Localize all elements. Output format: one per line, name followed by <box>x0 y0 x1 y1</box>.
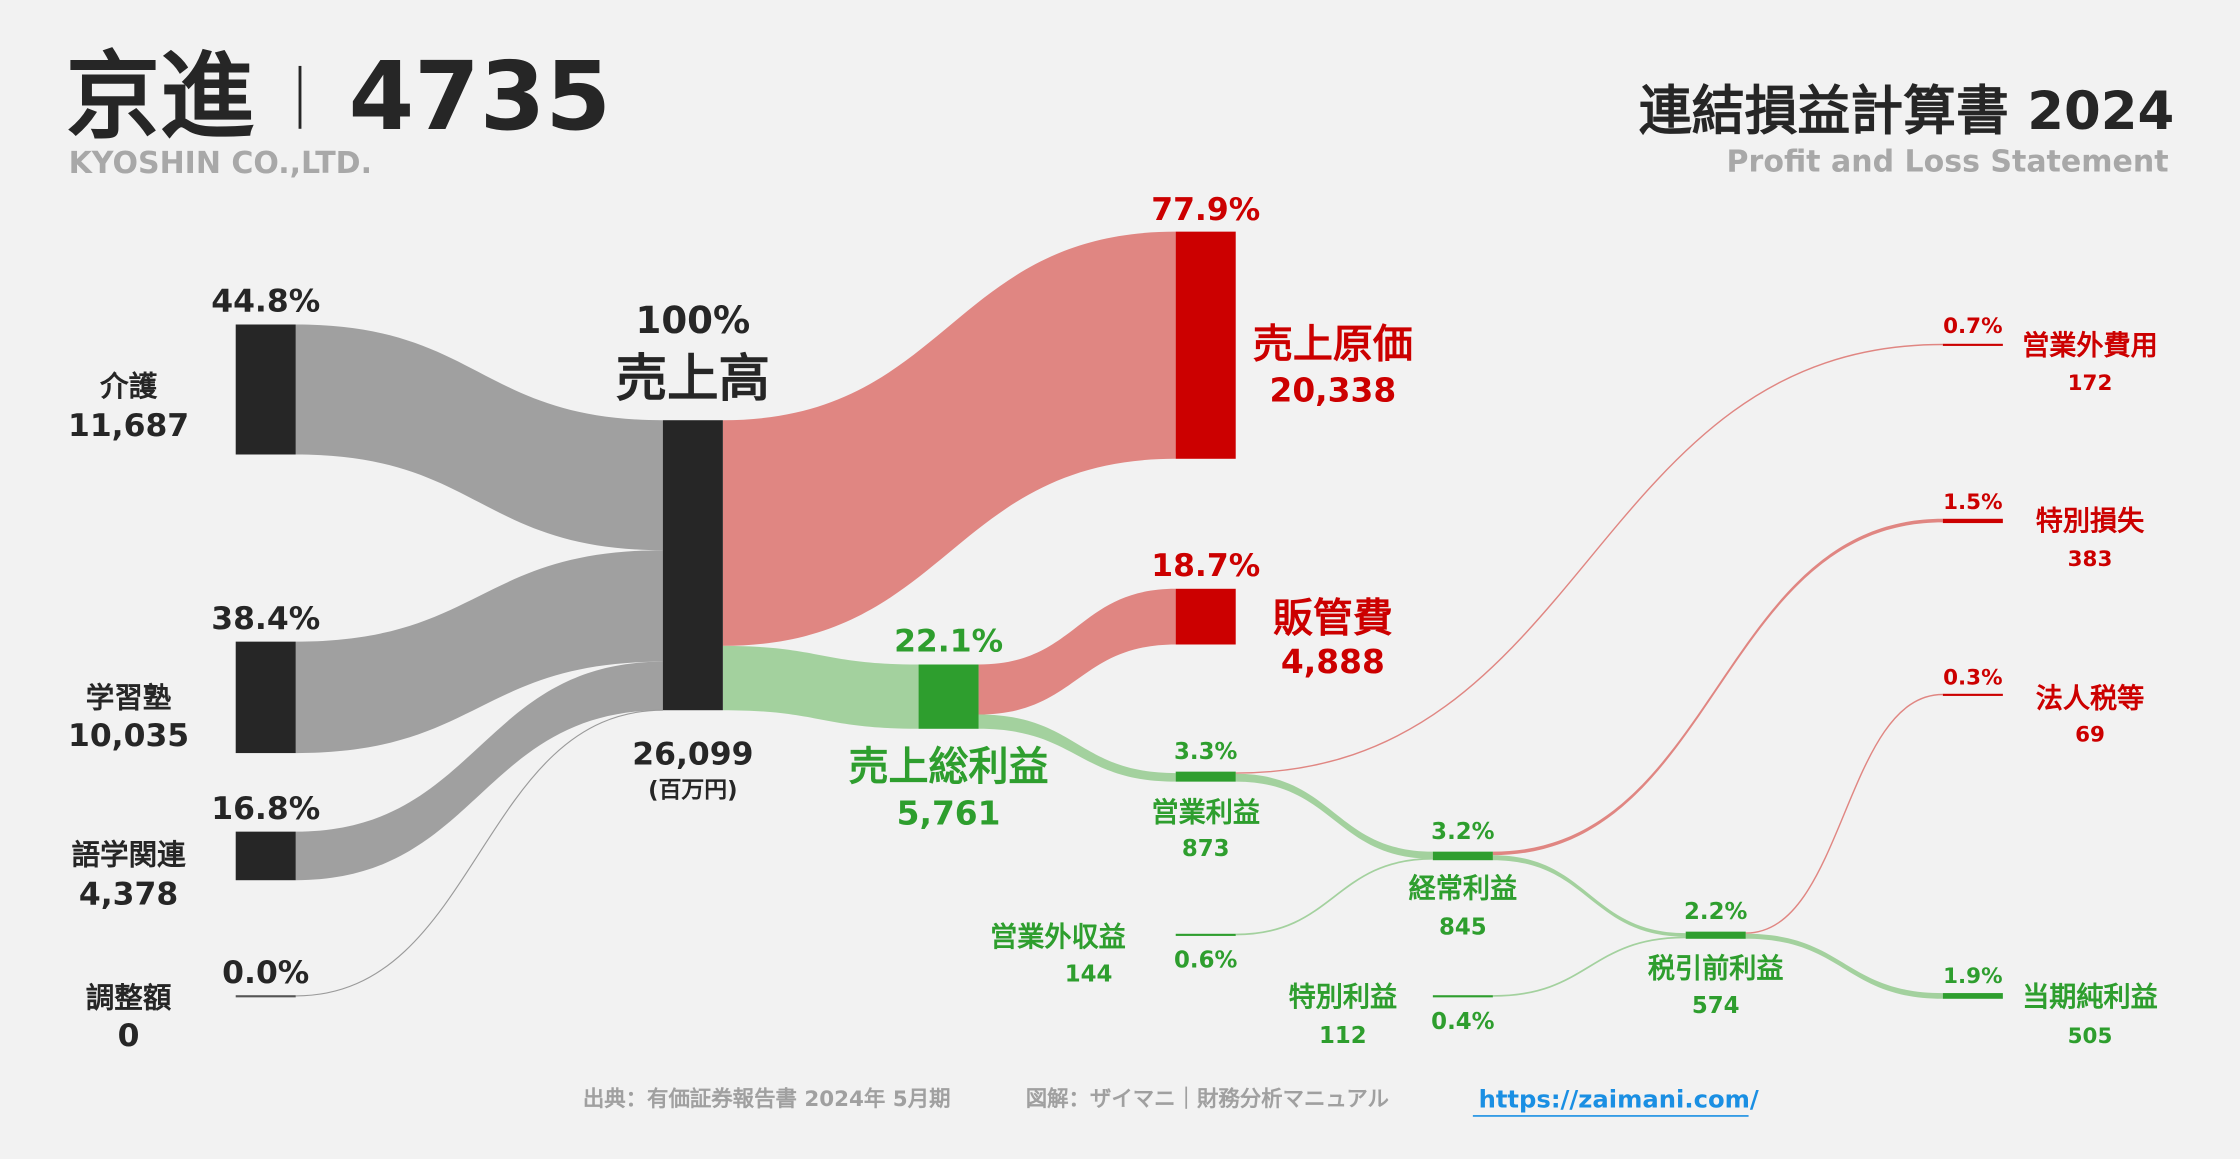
pretax-value: 574 <box>1692 993 1740 1019</box>
extra-income-pct: 0.4% <box>1431 1009 1494 1035</box>
segment-value: 0 <box>118 1018 140 1054</box>
segment-name: 語学関連 <box>71 837 186 871</box>
extra-income-value: 112 <box>1319 1023 1367 1049</box>
gross-pct: 22.1% <box>894 624 1003 660</box>
flow-cogs <box>722 231 1176 646</box>
footer-credit: 図解：ザイマニ｜財務分析マニュアル <box>1026 1086 1389 1112</box>
flow-gogaku <box>295 661 663 881</box>
cogs-name: 売上原価 <box>1253 321 1413 367</box>
flow-ordinary <box>1235 773 1433 859</box>
extra-loss-pct: 1.5% <box>1943 490 2002 515</box>
node-tax <box>1942 693 2003 696</box>
node-extra-loss <box>1942 518 2003 524</box>
op-pct: 3.3% <box>1174 739 1237 765</box>
revenue-pct: 100% <box>636 299 751 342</box>
segment-pct: 16.8% <box>211 791 320 827</box>
extra-income-name: 特別利益 <box>1289 982 1398 1013</box>
nonop-income-pct: 0.6% <box>1174 947 1237 973</box>
segment-name: 学習塾 <box>86 680 172 714</box>
node-nonop-expense <box>1942 343 2003 346</box>
tax-pct: 0.3% <box>1943 666 2002 691</box>
node-sga <box>1175 588 1236 645</box>
node-net <box>1942 993 2003 999</box>
cogs-value: 20,338 <box>1269 372 1396 410</box>
tax-value: 69 <box>2075 723 2105 748</box>
node-revenue <box>662 420 723 711</box>
flow-nonop-expense <box>1235 343 1943 774</box>
segment-value: 4,378 <box>79 876 178 912</box>
flow-gross <box>722 645 919 729</box>
flows <box>295 231 1943 999</box>
op-name: 営業利益 <box>1151 797 1260 829</box>
net-name: 当期純利益 <box>2022 981 2158 1013</box>
sga-name: 販管費 <box>1273 596 1393 642</box>
gross-value: 5,761 <box>897 795 1001 833</box>
extra-loss-name: 特別損失 <box>2036 506 2145 537</box>
node-kaigo <box>235 324 296 455</box>
nodes <box>235 231 2003 999</box>
flow-net <box>1745 933 1943 999</box>
node-extra-income <box>1432 995 1493 998</box>
footer-link[interactable]: https://zaimani.com/ <box>1479 1084 1759 1113</box>
op-value: 873 <box>1182 836 1230 862</box>
flow-gakushu <box>295 550 663 754</box>
cogs-pct: 77.9% <box>1151 192 1260 228</box>
segment-pct: 0.0% <box>222 955 309 991</box>
flow-tax <box>1745 693 1943 934</box>
flow-sga <box>978 588 1176 715</box>
segment-name: 介護 <box>99 369 158 403</box>
statement-title: 連結損益計算書 2024 <box>1639 81 2174 142</box>
gross-name: 売上総利益 <box>849 744 1049 790</box>
footer-source: 出典：有価証券報告書 2024年 5月期 <box>583 1086 951 1112</box>
node-gakushu <box>235 641 296 754</box>
ordinary-value: 845 <box>1439 915 1487 941</box>
node-adjust <box>235 995 296 998</box>
flow-adjust <box>295 709 663 997</box>
net-value: 505 <box>2068 1024 2113 1049</box>
flow-kaigo <box>295 324 663 551</box>
flow-extra-income <box>1492 936 1686 997</box>
statement-subtitle: Profit and Loss Statement <box>1727 145 2169 180</box>
node-ordinary <box>1432 851 1493 861</box>
segment-value: 10,035 <box>68 718 189 754</box>
unit-label: (百万円) <box>648 777 737 803</box>
segment-name: 調整額 <box>86 980 172 1014</box>
segment-pct: 44.8% <box>211 284 320 320</box>
flow-nonop-income <box>1235 857 1433 936</box>
tax-name: 法人税等 <box>2036 682 2145 714</box>
segment-pct: 38.4% <box>211 601 320 637</box>
nonop-income-name: 営業外収益 <box>990 921 1126 953</box>
net-pct: 1.9% <box>1943 964 2002 989</box>
flow-pretax <box>1492 855 1686 937</box>
ticker: 4735 <box>349 42 611 152</box>
nonop-expense-value: 172 <box>2068 371 2113 396</box>
node-nonop-income <box>1175 933 1236 936</box>
revenue-name: 売上高 <box>616 349 770 409</box>
ordinary-name: 経常利益 <box>1409 872 1517 904</box>
nonop-income-value: 144 <box>1065 962 1113 988</box>
ordinary-pct: 3.2% <box>1431 819 1494 845</box>
flow-extra-loss <box>1492 518 1943 856</box>
sga-value: 4,888 <box>1281 643 1385 681</box>
extra-loss-value: 383 <box>2068 547 2113 572</box>
node-cogs <box>1175 231 1236 459</box>
segment-value: 11,687 <box>68 408 189 444</box>
node-pretax <box>1685 931 1746 939</box>
flow-op <box>978 714 1176 782</box>
revenue-value: 26,099 <box>632 736 753 772</box>
company-en: KYOSHIN CO.,LTD. <box>69 146 372 181</box>
sga-pct: 18.7% <box>1151 548 1260 584</box>
nonop-expense-name: 営業外費用 <box>2022 330 2158 362</box>
node-op <box>1175 771 1236 782</box>
pretax-name: 税引前利益 <box>1648 952 1784 984</box>
node-gross <box>918 664 979 729</box>
node-gogaku <box>235 831 296 881</box>
nonop-expense-pct: 0.7% <box>1943 314 2002 339</box>
pretax-pct: 2.2% <box>1684 899 1747 925</box>
company-name: 京進 <box>66 42 255 152</box>
